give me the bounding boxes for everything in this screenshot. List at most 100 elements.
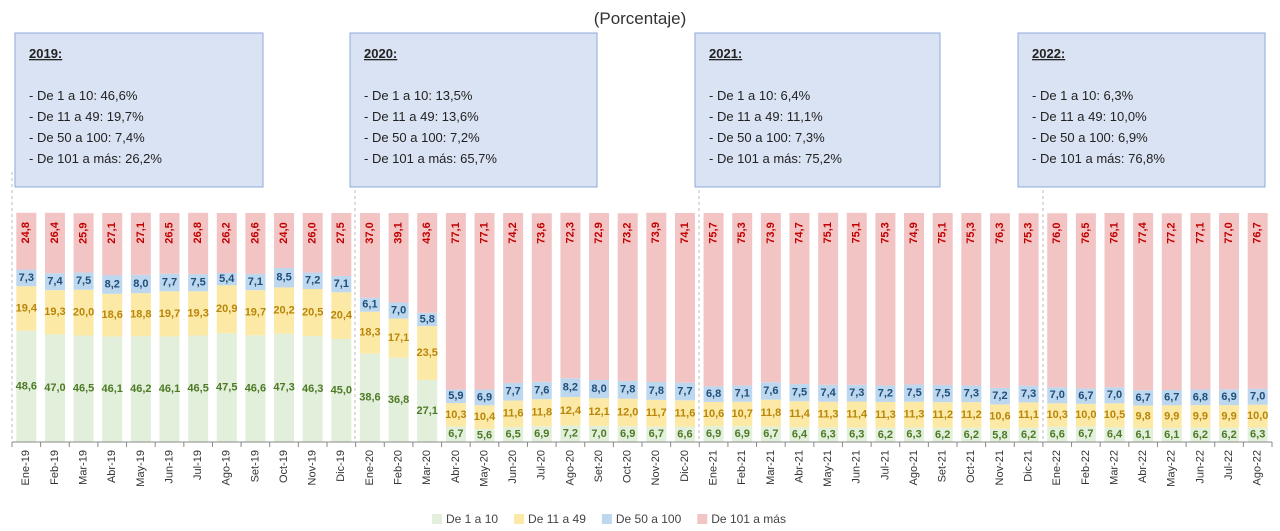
bar-segment bbox=[932, 402, 953, 428]
data-label: 10,3 bbox=[445, 409, 466, 421]
data-label: 9,9 bbox=[1221, 410, 1236, 422]
bar-segment bbox=[130, 274, 151, 294]
annotation-line: - De 11 a 49: 13,6% bbox=[364, 109, 479, 124]
bar-segment bbox=[789, 401, 810, 428]
data-label: 75,3 bbox=[879, 222, 891, 243]
bar-segment bbox=[302, 272, 323, 290]
data-label: 7,1 bbox=[735, 387, 750, 399]
data-label: 6,2 bbox=[935, 429, 950, 441]
bar-segment bbox=[331, 213, 352, 276]
bar-segment bbox=[417, 312, 438, 327]
bar-segment bbox=[1161, 390, 1182, 406]
data-label: 6,7 bbox=[763, 428, 778, 440]
bar-segment bbox=[1047, 403, 1068, 427]
data-label: 6,2 bbox=[1221, 429, 1236, 441]
bar-segment bbox=[1075, 426, 1096, 442]
bar-segment bbox=[646, 382, 667, 400]
bar-segment bbox=[1075, 403, 1096, 427]
bar-segment bbox=[703, 426, 724, 442]
x-tick-label: May-20 bbox=[478, 450, 490, 487]
chart-subtitle: (Porcentaje) bbox=[594, 9, 687, 28]
data-label: 6,1 bbox=[1164, 429, 1179, 441]
bar-segment bbox=[1018, 427, 1039, 442]
bar-segment bbox=[589, 398, 610, 426]
bar-segment bbox=[1247, 427, 1268, 442]
data-label: 19,7 bbox=[245, 307, 266, 319]
data-label: 75,3 bbox=[965, 222, 977, 243]
bar-segment bbox=[732, 401, 753, 427]
data-label: 74,9 bbox=[908, 222, 920, 243]
data-label: 75,3 bbox=[1022, 223, 1034, 244]
data-label: 6,8 bbox=[706, 388, 721, 400]
bar-segment bbox=[102, 275, 123, 294]
bar-segment bbox=[961, 427, 982, 442]
bar-segment bbox=[474, 429, 495, 442]
x-tick-label: Abr-22 bbox=[1137, 450, 1149, 483]
annotation-line: - De 101 a más: 65,7% bbox=[364, 151, 497, 166]
x-tick-label: Feb-21 bbox=[736, 450, 748, 485]
bar-segment bbox=[1133, 428, 1154, 442]
data-label: 7,1 bbox=[248, 276, 263, 288]
x-tick-label: May-19 bbox=[135, 450, 147, 487]
data-label: 20,5 bbox=[302, 306, 323, 318]
x-tick-label: Mar-21 bbox=[765, 450, 777, 485]
data-label: 27,5 bbox=[335, 222, 347, 243]
bar-segment bbox=[846, 427, 867, 442]
bar-segment bbox=[1018, 385, 1039, 403]
bar-segment bbox=[1018, 213, 1039, 386]
bar-segment bbox=[130, 336, 151, 442]
data-label: 75,1 bbox=[851, 222, 863, 243]
data-label: 74,1 bbox=[679, 222, 691, 243]
bar-segment bbox=[388, 357, 409, 442]
bar-segment bbox=[904, 384, 925, 402]
data-label: 72,9 bbox=[593, 222, 605, 243]
bar-segment bbox=[159, 273, 180, 292]
bar-segment bbox=[44, 273, 65, 291]
data-label: 7,5 bbox=[190, 277, 205, 289]
bar-segment bbox=[1075, 388, 1096, 404]
bar-segment bbox=[875, 401, 896, 428]
data-label: 8,2 bbox=[563, 382, 578, 394]
annotation-title: 2020: bbox=[364, 46, 397, 61]
data-label: 10,6 bbox=[703, 408, 724, 420]
data-label: 26,6 bbox=[249, 222, 261, 243]
data-label: 6,5 bbox=[505, 428, 520, 440]
data-label: 19,4 bbox=[16, 302, 38, 314]
bar-segment bbox=[846, 384, 867, 402]
data-label: 26,2 bbox=[221, 222, 233, 243]
x-tick-label: Set-21 bbox=[937, 450, 949, 482]
data-label: 74,2 bbox=[507, 222, 519, 243]
bar-segment bbox=[16, 212, 37, 270]
bar-segment bbox=[1219, 389, 1240, 406]
bar-segment bbox=[904, 401, 925, 428]
bar-segment bbox=[1104, 403, 1125, 428]
annotation-line: - De 11 a 49: 19,7% bbox=[29, 109, 144, 124]
data-label: 27,1 bbox=[135, 222, 147, 243]
x-tick-label: Oct-19 bbox=[278, 450, 290, 483]
bar-segment bbox=[216, 213, 237, 273]
data-label: 26,4 bbox=[49, 221, 61, 243]
data-label: 46,5 bbox=[73, 383, 94, 395]
data-label: 6,9 bbox=[534, 428, 549, 440]
data-label: 6,3 bbox=[820, 429, 835, 441]
data-label: 75,7 bbox=[707, 222, 719, 243]
data-label: 47,5 bbox=[216, 382, 237, 394]
bar-segment bbox=[359, 297, 380, 312]
bar-segment bbox=[789, 427, 810, 442]
bar-segment bbox=[760, 399, 781, 427]
legend-swatch bbox=[432, 514, 442, 524]
data-label: 77,2 bbox=[1166, 223, 1178, 244]
data-label: 11,3 bbox=[818, 409, 839, 421]
annotation-line: - De 1 a 10: 6,4% bbox=[709, 88, 811, 103]
bar-segment bbox=[503, 400, 524, 428]
x-tick-label: Abr-21 bbox=[793, 450, 805, 483]
bar-segment bbox=[904, 213, 925, 385]
data-label: 6,2 bbox=[878, 429, 893, 441]
bar-segment bbox=[388, 302, 409, 319]
x-tick-label: Nov-19 bbox=[307, 450, 319, 485]
bar-segment bbox=[617, 426, 638, 442]
data-label: 72,3 bbox=[564, 222, 576, 243]
data-label: 11,4 bbox=[846, 408, 868, 420]
bar-segment bbox=[1161, 213, 1182, 391]
bar-segment bbox=[875, 427, 896, 442]
